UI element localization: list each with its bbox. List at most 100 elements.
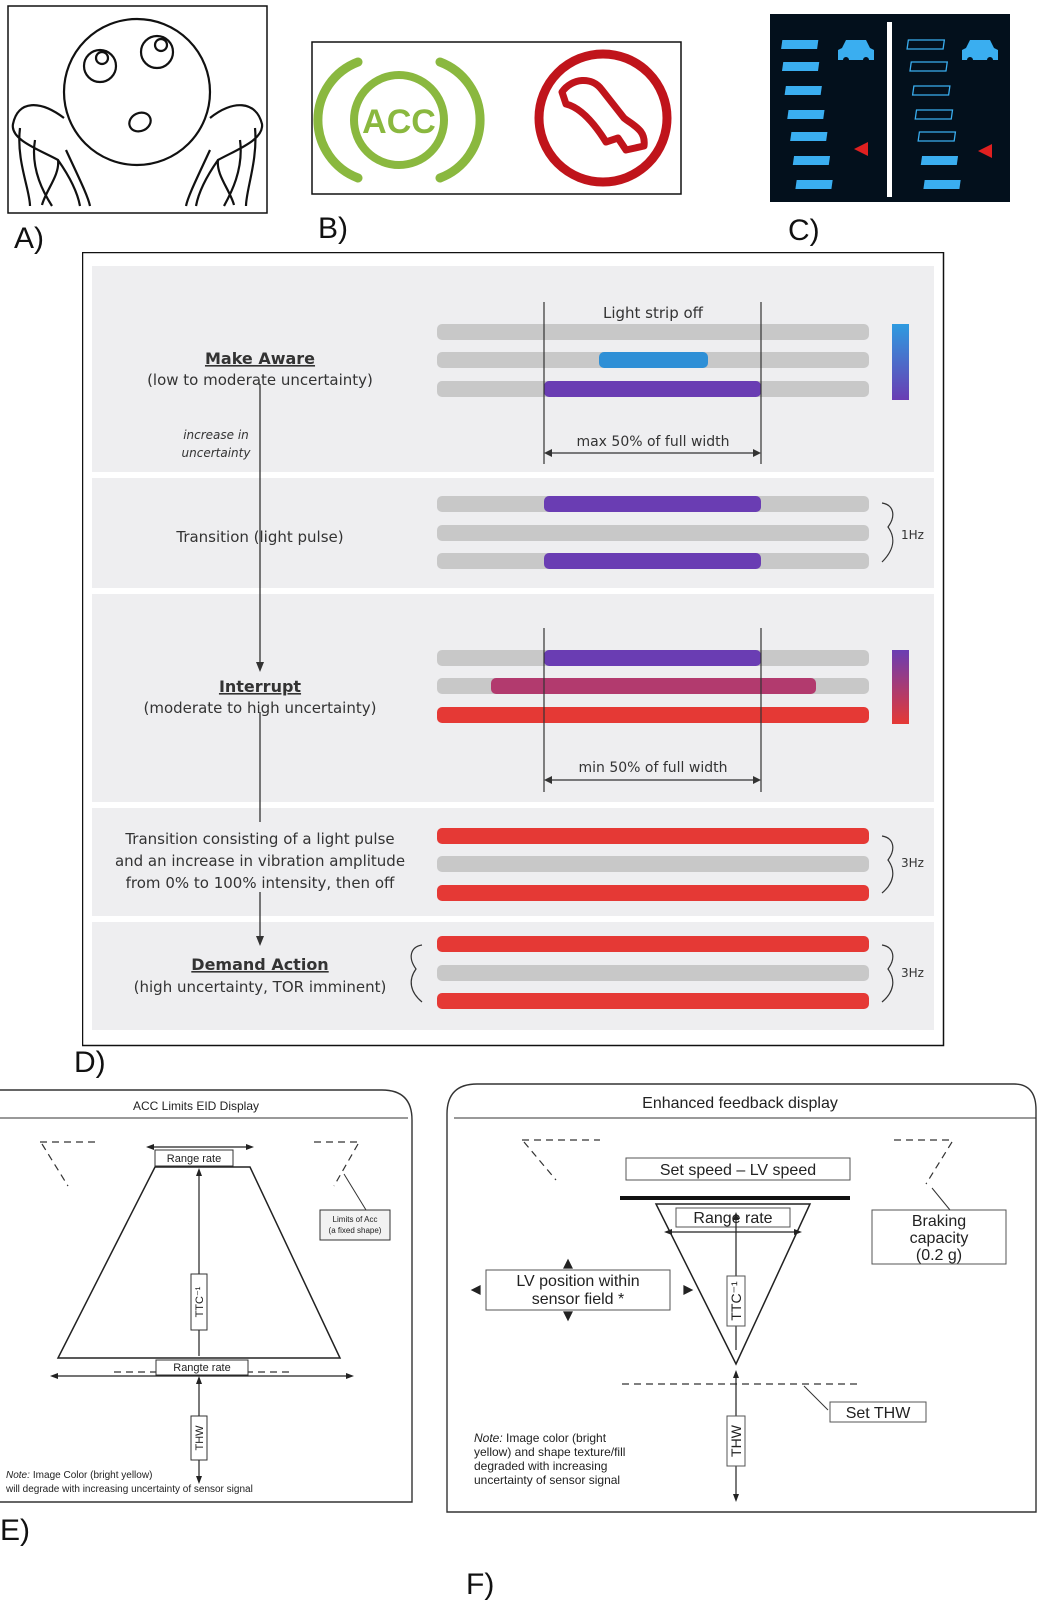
light-strip-purple — [544, 381, 761, 397]
limits-of-acc-line2: (a fixed shape) — [329, 1226, 382, 1235]
distance-bar-filled — [792, 156, 831, 165]
set-thw-box — [829, 1401, 927, 1423]
distance-bar-filled — [795, 180, 833, 189]
panel-f-note-line1: Note: Image color (bright — [474, 1431, 607, 1445]
arrow-head-icon — [794, 1229, 802, 1235]
set-speed-bar — [620, 1196, 850, 1200]
arrow-head-icon — [196, 1168, 202, 1176]
arrow-head-icon — [346, 1373, 354, 1379]
rangte-rate-box — [155, 1359, 249, 1376]
arrow-note-line1: increase in — [183, 428, 249, 442]
transition-1-text: Transition (light pulse) — [175, 528, 343, 546]
label-b: B) — [318, 212, 348, 245]
arrow-head-icon — [146, 1144, 154, 1150]
interrupt-subtitle: (moderate to high uncertainty) — [144, 699, 377, 717]
arrow-note-line2: uncertainty — [182, 446, 252, 460]
light-strip-off-label: Light strip off — [603, 304, 704, 322]
row-bg-interrupt — [92, 594, 934, 802]
panel-b-frame — [311, 41, 682, 195]
arrow-head-icon — [256, 936, 264, 946]
thw-box — [190, 1415, 208, 1461]
arrow-head-icon — [196, 1476, 202, 1484]
panel-f-note-line2: yellow) and shape texture/fill — [474, 1445, 625, 1459]
panel-e-note-line2: will degrade with increasing uncertainty… — [5, 1484, 253, 1495]
panel-e-title: ACC Limits EID Display — [133, 1099, 259, 1113]
distance-bar-filled — [790, 132, 828, 141]
color-scale-purple-red — [892, 650, 909, 724]
braking-line2: capacity — [910, 1230, 969, 1247]
acc-icon — [313, 57, 485, 183]
light-strip-red — [437, 993, 869, 1009]
light-strip-purple — [544, 553, 761, 569]
arrow-head-icon — [196, 1376, 202, 1384]
interrupt-title: Interrupt — [219, 677, 301, 696]
distance-bar-outline — [906, 39, 946, 50]
arrow-head-icon — [733, 1494, 739, 1502]
arrow-head-icon — [753, 776, 761, 784]
max-width-label: max 50% of full width — [576, 434, 729, 450]
ttc-label: TTC⁻¹ — [728, 1281, 744, 1321]
distance-bar-outline — [914, 109, 954, 120]
threshold-marker-icon — [978, 144, 992, 158]
min-width-label: min 50% of full width — [579, 760, 728, 776]
arrow-head-icon — [544, 449, 552, 457]
panel-f-title: Enhanced feedback display — [642, 1095, 838, 1112]
range-triangle — [654, 1203, 812, 1366]
distance-bar-outline — [911, 85, 951, 96]
frequency-brace-icon — [410, 944, 423, 1003]
light-strip-blue — [599, 352, 708, 368]
panel-e-acc-limits-display: ACC Limits EID Display Range rate TTC⁻¹ … — [0, 1089, 413, 1503]
arrow-head-icon — [753, 449, 761, 457]
range-rate-bottom: Rangte rate — [173, 1362, 230, 1374]
distance-bar-outline — [909, 61, 948, 72]
light-strip — [437, 965, 869, 981]
set-speed-box — [625, 1157, 851, 1181]
light-strip — [437, 525, 869, 541]
braking-line3: (0.2 g) — [916, 1247, 962, 1264]
distance-bar-filled — [920, 156, 959, 165]
light-strip — [437, 856, 869, 872]
left-distance-bars — [781, 40, 833, 189]
light-strip-red — [437, 885, 869, 901]
panel-e-note-line1: Note: Image Color (bright yellow) — [6, 1470, 152, 1481]
lv-position-line1: LV position within — [516, 1273, 639, 1290]
frequency-brace-icon — [881, 944, 894, 1003]
light-strip — [437, 324, 869, 340]
note-text: Image color (bright — [503, 1431, 607, 1445]
thw-label: THW — [194, 1425, 206, 1451]
thw-box — [726, 1415, 746, 1467]
label-e: E) — [0, 1514, 30, 1547]
range-rate-label: Range rate — [693, 1210, 772, 1227]
transition-2-line3: from 0% to 100% intensity, then off — [126, 874, 395, 892]
light-strip-magenta — [491, 678, 816, 694]
panel-c-distance-bars — [770, 14, 1010, 202]
range-rate-box — [675, 1207, 791, 1228]
distance-bar-filled — [781, 40, 819, 49]
range-rate-top: Range rate — [167, 1153, 221, 1165]
distance-bar-filled — [781, 62, 820, 71]
freq-1hz-label: 1Hz — [901, 528, 924, 542]
panel-a-frame — [7, 5, 268, 214]
freq-3hz-label: 3Hz — [901, 856, 924, 870]
dashed-guides — [522, 1139, 954, 1385]
panel-a-confused-face — [7, 5, 268, 214]
arrow-head-icon — [664, 1229, 672, 1235]
note-label: Note: — [474, 1431, 503, 1445]
braking-capacity-box — [871, 1209, 1007, 1265]
range-rate-box — [154, 1149, 234, 1167]
transition-1-strips — [437, 496, 869, 569]
frequency-brace-icon — [881, 502, 894, 563]
light-strip-red — [437, 707, 869, 723]
transition-2-line2: and an increase in vibration amplitude — [115, 852, 405, 870]
set-speed-label: Set speed – LV speed — [660, 1162, 816, 1179]
transition-2-line1: Transition consisting of a light pulse — [124, 830, 394, 848]
panel-f-note-line4: uncertainty of sensor signal — [474, 1473, 620, 1487]
confused-face-icon — [11, 17, 264, 207]
arrow-head-icon — [544, 776, 552, 784]
frequency-brace-icon — [881, 835, 894, 894]
lv-position-box — [485, 1269, 671, 1311]
label-a: A) — [14, 222, 44, 255]
make-aware-strips — [437, 324, 869, 397]
light-strip-purple — [544, 650, 761, 666]
label-c: C) — [788, 214, 820, 247]
